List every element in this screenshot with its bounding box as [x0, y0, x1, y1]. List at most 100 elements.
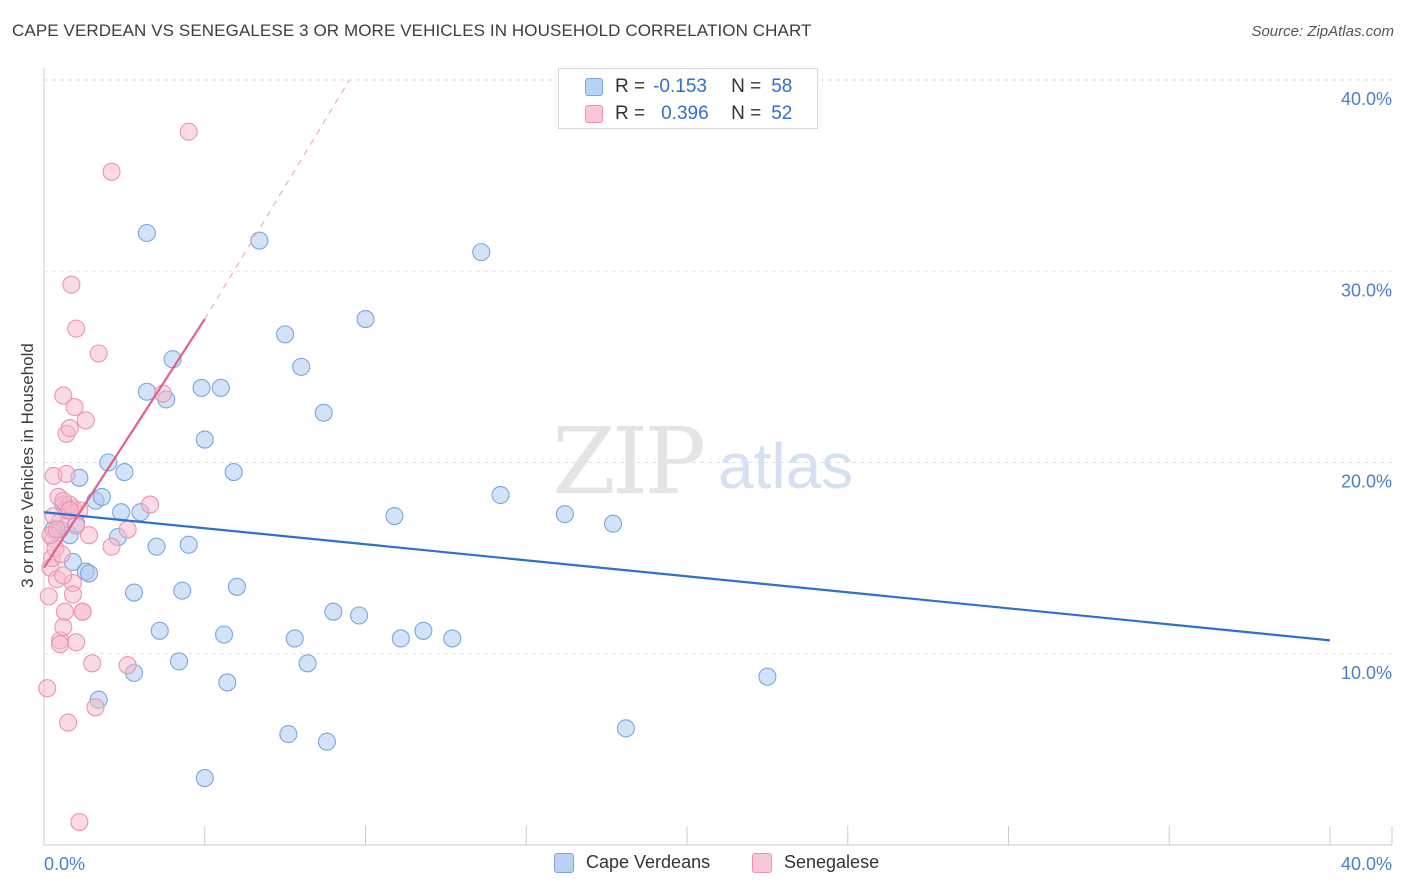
legend-n-label: N =: [731, 75, 762, 97]
cape-verdean-point: [92, 487, 111, 506]
senegalese-point: [118, 520, 137, 539]
senegalese-point: [54, 386, 73, 405]
cape-verdean-point: [195, 430, 214, 449]
legend-swatch-blue: [585, 77, 603, 96]
cape-verdean-point: [150, 621, 169, 640]
cape-verdean-trend-line: [43, 511, 1331, 642]
cape-verdean-point: [604, 514, 623, 533]
x-tick-label: 40.0%: [1341, 854, 1392, 874]
senegalese-point: [57, 464, 76, 484]
cape-verdean-point: [79, 564, 99, 583]
senegalese-point: [38, 679, 57, 698]
series-legend: Cape Verdeans Senegalese: [0, 852, 1406, 878]
legend-n-label: N =: [731, 102, 762, 124]
senegalese-point: [62, 275, 81, 294]
series-legend-item-cape-verdeans[interactable]: Cape Verdeans: [554, 852, 710, 873]
y-tick-label: 30.0%: [1341, 280, 1392, 300]
cape-verdean-point: [115, 463, 134, 482]
cape-verdean-point: [227, 577, 246, 596]
cape-verdean-point: [414, 621, 433, 640]
grid-layer: [44, 79, 1392, 655]
cape-verdean-point: [356, 310, 375, 329]
correlation-legend: R = -0.153 N = 58 R = 0.396 N = 52: [558, 68, 818, 129]
trend-layer: [43, 79, 1331, 642]
senegalese-point: [73, 602, 92, 621]
cape-verdean-point: [298, 654, 317, 673]
cape-verdean-point: [276, 325, 295, 344]
cape-verdean-point: [211, 378, 230, 397]
chart-title: CAPE VERDEAN VS SENEGALESE 3 OR MORE VEH…: [12, 21, 812, 40]
cape-verdean-point: [218, 673, 237, 692]
cape-verdean-point: [112, 503, 131, 522]
cape-verdean-point: [224, 463, 243, 482]
legend-row-cape-verdeans: R = -0.153 N = 58: [559, 73, 792, 100]
cape-verdean-point: [214, 625, 234, 644]
senegalese-point: [118, 656, 137, 675]
legend-swatch-pink: [585, 104, 603, 123]
watermark-zip: ZIP: [552, 408, 703, 515]
y-axis-label: 3 or more Vehicles in Household: [18, 343, 37, 588]
cape-verdean-point: [472, 243, 491, 262]
cape-verdean-point: [147, 537, 166, 556]
legend-r-value: -0.153: [653, 75, 707, 97]
cape-verdean-point: [279, 725, 298, 744]
senegalese-point: [67, 319, 86, 338]
cape-verdean-point: [179, 535, 198, 554]
watermark-atlas: atlas: [718, 430, 853, 502]
y-tick-label: 20.0%: [1341, 472, 1392, 492]
y-tick-label: 10.0%: [1341, 663, 1392, 683]
x-tick-label: 0.0%: [44, 854, 85, 874]
senegalese-trend-line: [43, 318, 206, 569]
senegalese-trend-extension: [204, 79, 350, 320]
cape-verdean-point: [137, 223, 156, 243]
senegalese-point: [55, 602, 74, 621]
senegalese-point: [102, 537, 121, 556]
senegalese-point: [83, 654, 102, 673]
senegalese-point: [86, 698, 105, 717]
label-layer: 3 or more Vehicles in Household 10.0% 20.…: [18, 89, 1392, 874]
cape-verdean-point: [391, 629, 410, 648]
cape-verdean-point: [292, 357, 311, 376]
cape-verdean-point: [491, 485, 510, 505]
legend-n-value: 52: [771, 102, 793, 124]
cape-verdean-point: [616, 719, 635, 738]
series-legend-item-senegalese[interactable]: Senegalese: [752, 852, 879, 873]
legend-row-senegalese: R = 0.396 N = 52: [559, 100, 792, 127]
cape-verdean-point: [192, 378, 211, 397]
senegalese-point: [141, 495, 160, 514]
senegalese-point: [59, 713, 78, 732]
cape-verdean-point: [317, 732, 336, 751]
senegalese-point: [54, 617, 73, 637]
cape-verdean-point: [385, 506, 404, 526]
cape-verdean-point: [324, 602, 343, 621]
senegalese-point: [63, 585, 82, 604]
cape-verdean-point: [314, 403, 333, 422]
legend-r-label: R =: [615, 102, 646, 124]
cape-verdean-point: [173, 581, 192, 600]
cape-verdean-point: [99, 453, 118, 472]
senegalese-point: [79, 526, 99, 545]
senegalese-point: [179, 122, 198, 141]
cape-verdean-point: [758, 667, 777, 686]
senegalese-point: [70, 812, 89, 832]
series-legend-label: Senegalese: [784, 852, 880, 872]
series-swatch-blue: [554, 852, 574, 873]
legend-n-value: 58: [771, 75, 793, 97]
series-legend-label: Cape Verdeans: [586, 852, 711, 872]
senegalese-point: [51, 635, 70, 654]
senegalese-point: [67, 633, 86, 652]
cape-verdean-point: [169, 652, 189, 671]
senegalese-point: [102, 162, 121, 181]
chart-source: Source: ZipAtlas.com: [1251, 23, 1394, 40]
senegalese-point: [65, 397, 84, 417]
legend-r-value: 0.396: [661, 102, 709, 124]
y-tick-label: 40.0%: [1341, 89, 1392, 109]
senegalese-point: [76, 411, 95, 430]
senegalese-point: [39, 587, 58, 606]
cape-verdean-point: [124, 583, 144, 602]
cape-verdean-point: [443, 629, 462, 648]
cape-verdean-point: [195, 769, 214, 788]
points-layer: [38, 122, 777, 832]
senegalese-point: [60, 419, 79, 438]
